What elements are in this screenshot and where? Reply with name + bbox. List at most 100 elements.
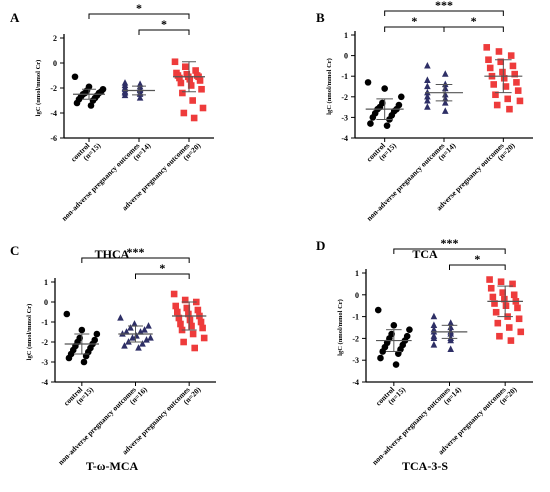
y-tick-label: -3 [352,356,359,365]
data-point-triangle [424,97,431,104]
error-bar [64,333,100,355]
series-2 [486,276,525,344]
series-0 [63,310,101,366]
significance-bracket: * [135,261,190,279]
significance-label: * [159,261,165,275]
y-tick-label: 2 [53,34,57,43]
data-point-square [171,58,179,66]
y-tick-label: 0 [44,298,48,307]
data-point-square [174,308,181,316]
significance-label: * [474,252,480,266]
data-point-square [496,332,503,340]
data-point-square [499,68,506,76]
data-point-square [176,74,183,82]
significance-label: * [136,1,142,15]
data-point-triangle [131,320,138,327]
data-point-square [497,58,505,66]
data-point-square [505,324,513,331]
data-point-square [177,320,184,328]
data-point-triangle [123,328,130,335]
data-point-triangle [447,336,454,344]
data-point-circle [71,73,79,81]
data-point-circle [63,310,71,318]
bracket-line [81,257,190,263]
significance-bracket: * [138,17,190,35]
data-point-square [502,302,510,309]
data-point-triangle [121,342,128,349]
data-point-square [515,315,523,323]
error-bar [73,88,105,100]
series-1 [121,79,155,101]
series-0 [71,73,107,109]
bracket-line [393,248,506,254]
data-point-square [504,95,512,103]
data-point-triangle [430,327,438,335]
significance-label: * [411,14,417,28]
error-bar [376,329,412,352]
panel-caption: TCA [412,247,438,261]
data-point-circle [78,326,86,334]
error-bar [173,61,205,93]
data-point-square [501,295,508,303]
data-point-square [509,62,517,70]
data-point-square [497,278,505,286]
significance-label: *** [127,245,145,259]
significance-bracket: * [449,252,506,270]
data-point-square [186,316,194,324]
data-point-square [187,82,195,89]
series-0 [364,79,405,129]
data-point-square [492,91,499,99]
significance-label: * [471,14,477,28]
error-bar [487,285,523,318]
data-point-triangle [135,344,142,351]
y-axis-label: lgC (nmol/mmol Cr) [35,60,42,117]
data-point-square [180,338,187,346]
data-point-circle [381,85,388,92]
data-point-square [188,322,195,330]
data-point-circle [87,102,95,109]
data-point-triangle [424,103,431,110]
significance-label: *** [441,236,459,250]
data-point-square [507,52,515,59]
data-point-triangle [447,319,454,326]
data-point-triangle [141,326,148,333]
data-point-square [506,105,513,113]
y-tick-label: -3 [341,113,348,122]
data-point-square [483,44,491,51]
significance-bracket: *** [384,0,504,16]
data-point-triangle [145,322,152,329]
data-point-square [491,300,498,307]
data-point-triangle [139,340,146,347]
y-tick-label: 1 [44,278,48,287]
data-point-triangle [430,321,438,328]
panel-letter: C [10,243,19,258]
panel-letter: A [10,10,20,25]
data-point-square [179,89,186,97]
data-point-circle [367,120,374,127]
data-point-circle [394,350,402,357]
data-point-triangle [147,334,154,341]
data-point-square [494,319,502,327]
significance-bracket: *** [81,245,190,263]
data-point-circle [379,348,387,355]
data-point-triangle [424,62,431,69]
data-point-square [172,302,180,310]
data-point-triangle [424,92,431,100]
bracket-line [88,13,190,19]
data-point-triangle [430,341,438,348]
significance-bracket: * [443,14,504,32]
y-tick-label: 1 [344,31,348,40]
panel-letter: B [316,10,325,25]
data-point-circle [65,354,73,362]
data-point-triangle [136,94,144,101]
significance-bracket: * [384,14,445,32]
data-point-square [177,79,185,87]
data-point-square [489,293,497,301]
y-tick-label: 1 [355,269,359,278]
y-axis-label: lgC (nmol/mmol Cr) [26,304,33,361]
series-2 [171,58,207,122]
data-point-square [502,83,510,90]
data-point-square [511,70,519,78]
y-axis-label: lgC (nmol/mmol Cr) [337,299,344,356]
significance-bracket: * [88,1,190,19]
